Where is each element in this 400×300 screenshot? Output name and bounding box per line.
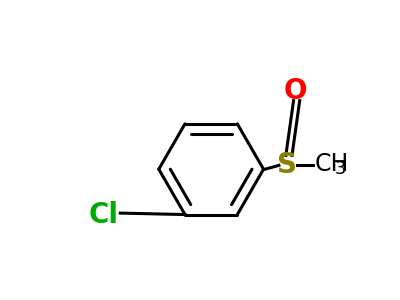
Text: Cl: Cl: [88, 201, 118, 229]
Text: CH: CH: [314, 152, 349, 176]
Text: S: S: [277, 152, 297, 179]
Text: 3: 3: [334, 160, 346, 178]
Text: O: O: [284, 77, 308, 105]
